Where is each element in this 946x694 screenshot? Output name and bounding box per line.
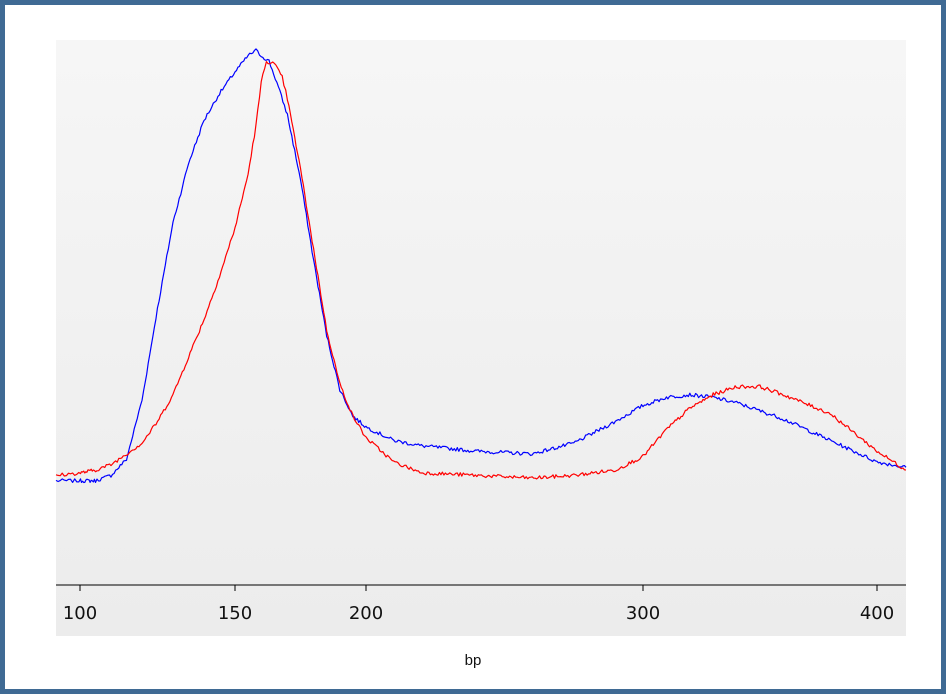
x-axis-label: bp (464, 652, 482, 669)
series-line-1 (55, 48, 907, 484)
x-tick-label: 200 (349, 603, 383, 624)
series-line-2 (55, 61, 907, 480)
x-tick-label: 300 (626, 603, 660, 624)
x-tick-label: 150 (218, 603, 252, 624)
x-tick-label: 100 (63, 603, 97, 624)
plot-area (56, 40, 906, 636)
x-tick-label: 400 (860, 603, 894, 624)
x-axis-ticks: 100 150 200 300 400 (63, 585, 894, 624)
series-layer (55, 48, 907, 484)
